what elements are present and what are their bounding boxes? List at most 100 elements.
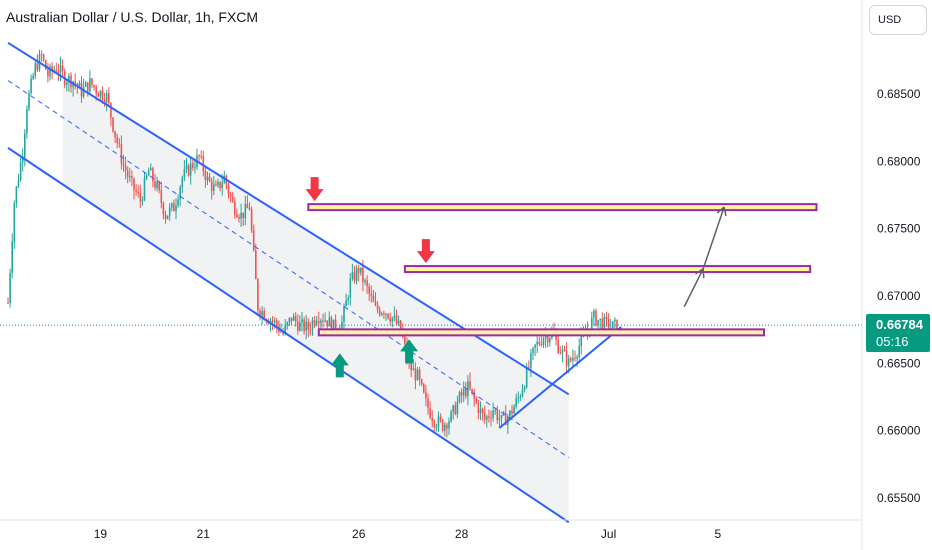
- candle-body: [238, 217, 240, 219]
- candle-body: [160, 190, 163, 203]
- candle-body: [570, 358, 572, 361]
- candle-body: [236, 214, 238, 218]
- candle-body: [376, 305, 379, 310]
- candle-body: [168, 207, 171, 216]
- candle-body: [101, 90, 104, 100]
- candle-body: [341, 321, 343, 330]
- candle-body: [391, 317, 394, 322]
- candle-body: [399, 320, 402, 330]
- candle-body: [439, 416, 442, 421]
- candle-body: [290, 317, 293, 321]
- candle-body: [244, 203, 247, 219]
- candle-body: [51, 66, 53, 72]
- zone-rect: [307, 203, 818, 212]
- channel-midline[interactable]: [7, 80, 569, 459]
- candle-body: [395, 315, 398, 324]
- candle-body: [234, 202, 236, 215]
- projection-path: [683, 206, 727, 308]
- chart-title: Australian Dollar / U.S. Dollar, 1h, FXC…: [6, 9, 259, 25]
- candle-body: [435, 426, 438, 428]
- candle-body: [513, 406, 515, 414]
- candle-body: [456, 401, 459, 415]
- candle-body: [614, 319, 616, 322]
- candle-body: [324, 320, 326, 322]
- candle-body: [603, 316, 606, 330]
- candle-body: [19, 162, 22, 181]
- candle-body: [68, 75, 70, 83]
- candle-body: [433, 421, 436, 428]
- candle-body: [139, 192, 142, 202]
- projection-arrowhead: [716, 206, 725, 214]
- price-tick-label: 0.68000: [877, 154, 921, 168]
- candle-body: [607, 318, 610, 330]
- candle-body: [326, 320, 328, 327]
- candle-body: [141, 199, 144, 202]
- price-tick-label: 0.65500: [877, 491, 921, 505]
- candle-body: [381, 313, 383, 315]
- candle-body: [26, 109, 28, 134]
- candle-body: [387, 313, 389, 319]
- candle-body: [145, 175, 148, 179]
- candle-body: [597, 320, 599, 326]
- channel-fill: [62, 77, 569, 523]
- candle-body: [181, 177, 184, 188]
- candle-body: [357, 268, 360, 273]
- candle-body: [567, 358, 570, 366]
- candle-body: [158, 182, 160, 191]
- channel-lower-line[interactable]: [7, 147, 570, 524]
- candle-body: [494, 410, 496, 412]
- zone-rect: [317, 328, 765, 337]
- candle-body: [378, 309, 381, 315]
- candle-body: [546, 335, 549, 343]
- candle-body: [563, 349, 566, 351]
- candle-body: [213, 184, 215, 191]
- candle-body: [452, 405, 454, 412]
- candle-body: [509, 410, 511, 417]
- candle-body: [521, 389, 524, 397]
- time-axis[interactable]: 19 21 26 28 Jul 5: [94, 527, 722, 541]
- candle-body: [116, 137, 118, 144]
- candle-body: [498, 418, 501, 421]
- candle-body: [47, 69, 49, 77]
- candle-body: [147, 170, 150, 176]
- currency-button[interactable]: USD: [869, 5, 927, 35]
- candle-body: [318, 320, 320, 324]
- candle-body: [364, 280, 366, 282]
- candle-body: [416, 369, 419, 381]
- arrow-up-icon: [400, 339, 419, 364]
- candle-body: [355, 268, 358, 281]
- candle-body: [612, 321, 614, 329]
- candle-body: [414, 368, 417, 381]
- candle-body: [423, 384, 425, 393]
- candle-body: [574, 357, 576, 359]
- candle-body: [257, 279, 259, 311]
- candle-body: [175, 205, 177, 212]
- candle-body: [273, 320, 276, 322]
- candle-body: [534, 344, 536, 348]
- bar-countdown: 05:16: [876, 334, 909, 349]
- candle-body: [192, 163, 194, 168]
- candle-body: [36, 63, 39, 70]
- candle-body: [248, 208, 251, 210]
- candle-body: [389, 318, 391, 322]
- candle-body: [374, 301, 377, 306]
- price-tick-label: 0.66500: [877, 356, 921, 370]
- candle-body: [108, 93, 110, 103]
- candle-body: [252, 230, 255, 251]
- candle-body: [93, 85, 95, 88]
- candle-body: [305, 321, 307, 331]
- candle-body: [133, 178, 135, 191]
- candle-body: [383, 313, 385, 315]
- candle-body: [271, 320, 274, 322]
- candle-body: [525, 367, 528, 388]
- candle-body: [124, 165, 127, 172]
- candle-body: [565, 350, 568, 366]
- candle-body: [322, 320, 324, 322]
- support-trendline[interactable]: [498, 326, 622, 429]
- price-axis[interactable]: 0.65500 0.66000 0.66500 0.67000 0.67500 0.680…: [877, 87, 921, 505]
- candle-body: [467, 381, 469, 397]
- candle-body: [315, 320, 318, 325]
- price-tick-label: 0.66000: [877, 424, 921, 438]
- candle-body: [303, 319, 305, 331]
